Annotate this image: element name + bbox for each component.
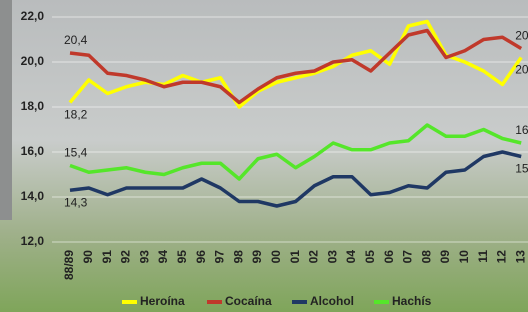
y-tick-label: 18,0: [21, 99, 45, 113]
y-tick-label: 16,0: [21, 144, 45, 158]
y-tick-label: 20,0: [21, 54, 45, 68]
value-label: 16,4: [515, 123, 528, 137]
x-tick-label: 97: [213, 250, 227, 264]
x-tick-label: 09: [438, 250, 452, 264]
chart: 12,0 14,0 16,0 18,0 20,0 22,0 88/89 90 91 92 93 94 9…: [0, 0, 528, 312]
value-label: 15,8: [515, 162, 528, 176]
x-tick-label: 99: [250, 250, 264, 264]
legend-label: Cocaína: [225, 294, 272, 308]
page: {"chart_data": {"type": "line", "categor…: [0, 0, 528, 312]
legend-label: Alcohol: [310, 294, 354, 308]
x-tick-label: 93: [137, 250, 151, 264]
x-tick-label: 11: [476, 250, 490, 263]
x-tick-label: 12: [495, 250, 509, 264]
value-label: 14,3: [64, 195, 88, 209]
y-tick-label: 14,0: [21, 189, 45, 203]
x-tick-label: 06: [382, 250, 396, 264]
legend-label: Hachís: [392, 294, 432, 308]
x-tick-label: 98: [231, 250, 245, 264]
value-label: 20,4: [64, 33, 88, 47]
x-tick-label: 04: [344, 250, 358, 264]
x-tick-label: 91: [100, 250, 114, 264]
value-label: 15,4: [64, 146, 88, 160]
photo-post: [0, 0, 12, 220]
x-tick-label: 05: [363, 250, 377, 264]
x-tick-label: 03: [325, 250, 339, 264]
x-tick-label: 92: [119, 250, 133, 264]
x-tick-label: 08: [419, 250, 433, 264]
x-tick-label: 00: [269, 250, 283, 264]
value-label: 20,6: [515, 29, 528, 43]
y-tick-label: 22,0: [21, 9, 45, 23]
x-tick-label: 96: [194, 250, 208, 264]
x-tick-label: 13: [513, 250, 527, 264]
x-tick-label: 88/89: [62, 250, 76, 280]
x-tick-label: 90: [81, 250, 95, 264]
x-tick-label: 95: [175, 250, 189, 264]
x-tick-label: 02: [307, 250, 321, 264]
x-tick-label: 07: [401, 250, 415, 264]
legend-label: Heroína: [140, 294, 185, 308]
x-tick-label: 94: [156, 250, 170, 264]
x-tick-label: 10: [457, 250, 471, 264]
value-label: 20,2: [515, 63, 528, 77]
x-tick-label: 01: [288, 250, 302, 264]
value-label: 18,2: [64, 108, 88, 122]
y-tick-label: 12,0: [21, 234, 45, 248]
